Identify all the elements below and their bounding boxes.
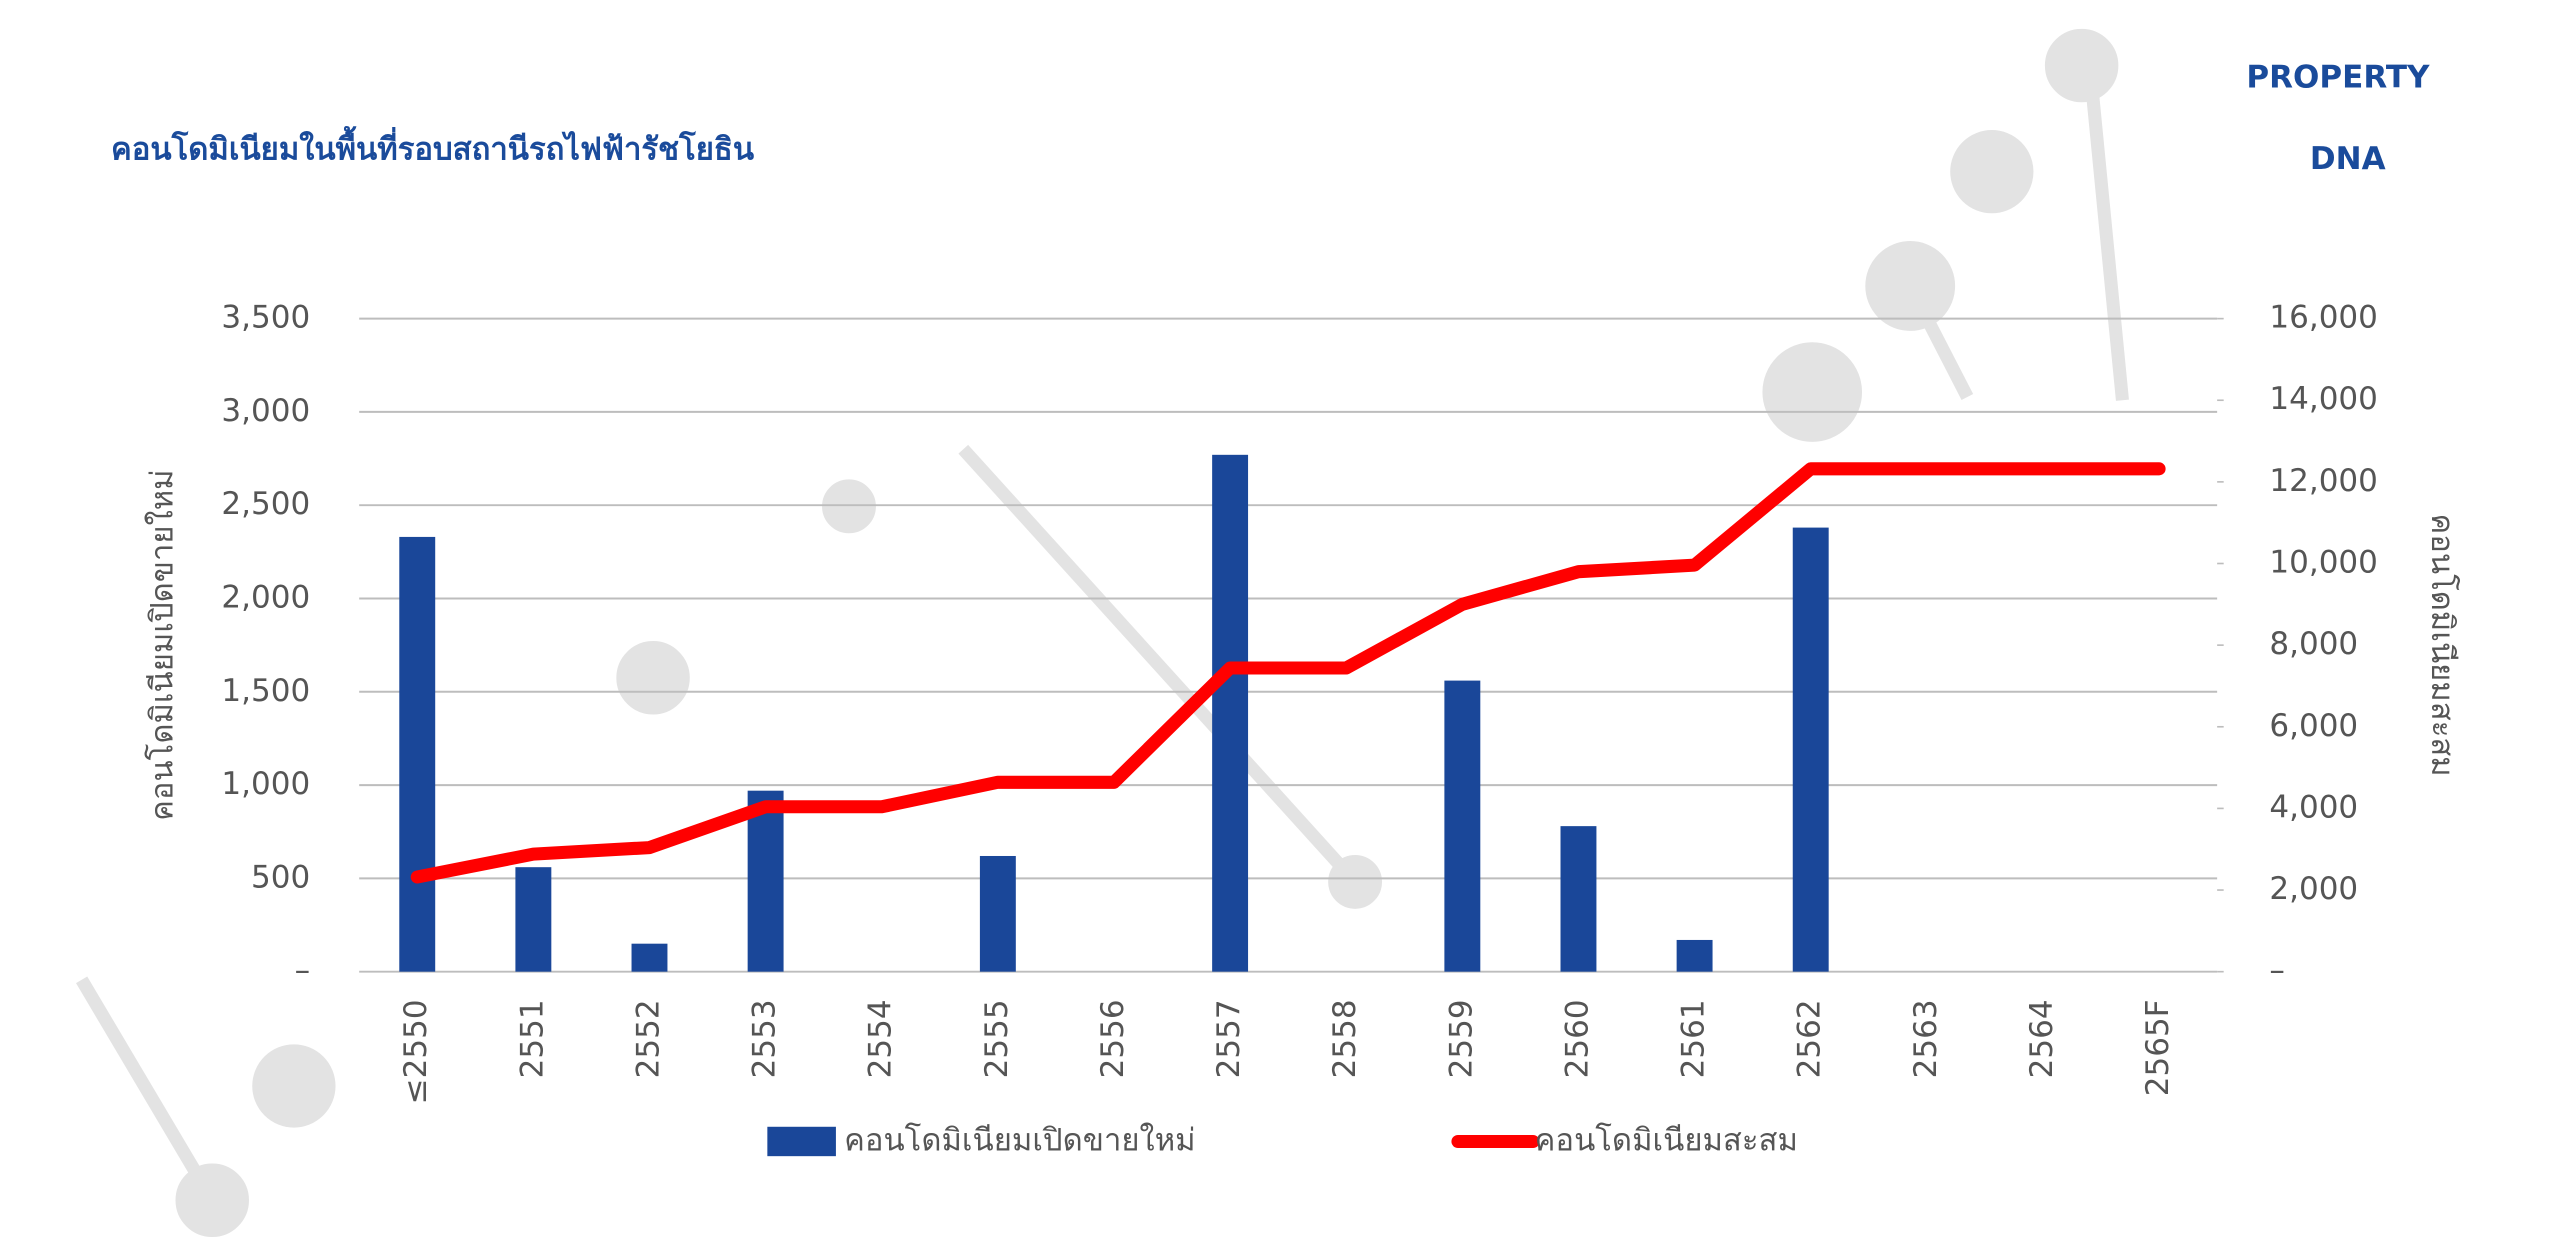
- line: [410, 462, 2166, 884]
- y-tick-label: 2,000: [221, 579, 310, 615]
- y-tick-label: 3,000: [221, 393, 310, 429]
- bar: [1444, 680, 1481, 972]
- brand-line2: DNA: [2310, 141, 2386, 177]
- x-tick-label: 2565F: [2140, 999, 2176, 1096]
- y-tick-label: 2,500: [221, 486, 310, 522]
- bar: [1560, 826, 1597, 972]
- y2-tick-label: 2,000: [2269, 871, 2358, 907]
- x-tick-label: 2560: [1559, 999, 1595, 1078]
- y2-tick-label: –: [2269, 953, 2285, 989]
- x-tick-label: 2551: [514, 999, 550, 1078]
- x-tick-label: 2563: [1908, 999, 1944, 1078]
- bar: [1792, 527, 1829, 972]
- legend-label: คอนโดมิเนียมสะสม: [1535, 1122, 1798, 1158]
- bar: [1676, 939, 1713, 972]
- x-tick-label: 2553: [747, 999, 783, 1078]
- x-tick-label: 2554: [863, 999, 899, 1078]
- y2-tick-label: 8,000: [2269, 626, 2358, 662]
- y2-tick-label: 6,000: [2269, 708, 2358, 744]
- bar: [1212, 454, 1249, 972]
- bar: [631, 943, 668, 972]
- bar: [399, 536, 436, 972]
- y2-tick-label: 4,000: [2269, 789, 2358, 825]
- bar: [747, 790, 784, 972]
- x-tick-label: 2562: [1792, 999, 1828, 1078]
- y2-axis-label: คอนโดมิเนียมสะสม: [2424, 514, 2460, 777]
- x-tick-label: ≤2550: [398, 999, 434, 1104]
- x-tick-label: 2552: [630, 999, 666, 1078]
- y2-tick-label: 10,000: [2269, 545, 2378, 581]
- y2-tick-label: 16,000: [2269, 300, 2378, 336]
- x-tick-label: 2558: [1327, 999, 1363, 1078]
- brand-line1: PROPERTY: [2246, 60, 2430, 96]
- legend-label: คอนโดมิเนียมเปิดขายใหม่: [844, 1122, 1196, 1158]
- y-tick-label: 3,500: [221, 300, 310, 336]
- legend-swatch: [767, 1126, 836, 1157]
- y-tick-label: –: [295, 953, 311, 989]
- y-tick-label: 1,500: [221, 673, 310, 709]
- x-tick-label: 2556: [1095, 999, 1131, 1078]
- background-decoration: [76, 28, 2129, 1237]
- x-tick-label: 2561: [1676, 999, 1712, 1078]
- y-tick-label: 1,000: [221, 766, 310, 802]
- chart-title: คอนโดมิเนียมในพื้นที่รอบสถานีรถไฟฟ้ารัชโ…: [111, 125, 754, 167]
- bar: [515, 867, 552, 972]
- x-tick-label: 2555: [979, 999, 1015, 1078]
- x-tick-label: 2564: [2024, 999, 2060, 1078]
- y2-tick-label: 12,000: [2269, 463, 2378, 499]
- bar: [979, 855, 1016, 972]
- y-axis-label: คอนโดมิเนียมเปิดขายใหม่: [144, 469, 180, 821]
- y2-tick-label: 14,000: [2269, 381, 2378, 417]
- y-tick-label: 500: [251, 859, 310, 895]
- x-tick-label: 2559: [1443, 999, 1479, 1078]
- x-tick-label: 2557: [1211, 999, 1247, 1078]
